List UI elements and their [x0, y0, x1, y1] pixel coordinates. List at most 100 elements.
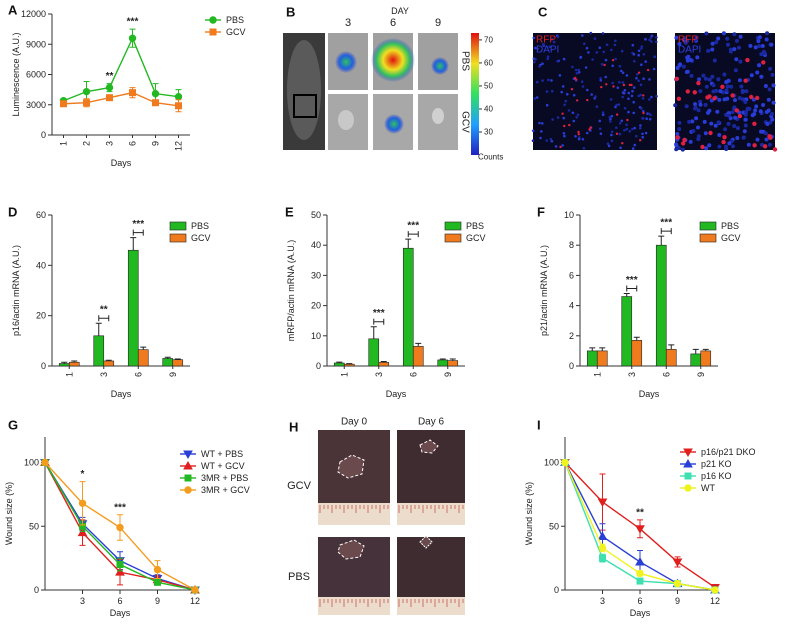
y-tick-label: 40 [311, 240, 321, 250]
nucleus [566, 92, 569, 96]
data-point [78, 499, 87, 507]
error-bar [346, 363, 353, 365]
significance-label: *** [626, 275, 638, 286]
nucleus [590, 93, 593, 96]
y-tick-label: 10 [564, 210, 574, 220]
x-axis-label: Days [110, 608, 131, 618]
nucleus [581, 138, 585, 141]
significance-label: ** [106, 71, 114, 82]
nucleus [618, 132, 622, 136]
legend-label: 3MR + GCV [201, 485, 250, 495]
nucleus [698, 102, 703, 107]
rfp-cell [761, 60, 766, 65]
nucleus [675, 132, 680, 136]
nucleus [741, 135, 746, 140]
y-tick-label: 50 [549, 521, 559, 531]
nucleus [617, 103, 621, 106]
nucleus [635, 76, 638, 80]
nucleus [577, 68, 581, 72]
nucleus [701, 73, 706, 78]
nucleus [632, 53, 636, 56]
rfp-cell [772, 147, 778, 152]
x-tick-label: 6 [408, 372, 418, 377]
nucleus [694, 116, 699, 121]
nucleus [576, 113, 580, 117]
legend-label: p16/p21 DKO [701, 447, 756, 457]
nucleus [766, 108, 771, 113]
ruler [318, 597, 390, 615]
nucleus [538, 121, 541, 125]
y-tick-label: 3000 [26, 100, 46, 110]
y-tick-label: 2 [569, 331, 574, 341]
panel-c-images [531, 31, 778, 152]
nucleus [710, 47, 715, 52]
nucleus [607, 144, 611, 148]
nucleus [545, 90, 549, 93]
nucleus [690, 119, 695, 124]
nucleus [621, 81, 625, 84]
nucleus [680, 147, 685, 152]
nucleus [751, 97, 756, 102]
nucleus [689, 73, 694, 78]
nucleus [713, 123, 718, 128]
nucleus [726, 42, 730, 47]
nucleus [710, 41, 715, 46]
nucleus [541, 122, 544, 125]
x-tick-label: 3 [105, 141, 115, 146]
panel-letter: E [285, 205, 294, 220]
legend-swatch [169, 233, 187, 243]
nucleus [548, 45, 552, 48]
nucleus [735, 38, 739, 43]
ruler [397, 597, 465, 615]
x-tick-label: 1 [64, 372, 74, 377]
nucleus [755, 137, 760, 142]
nucleus [761, 49, 766, 54]
nucleus [614, 105, 617, 109]
nucleus [598, 119, 601, 123]
nucleus [735, 126, 740, 131]
nucleus [639, 126, 642, 130]
panel-letter: F [537, 205, 545, 220]
nucleus [552, 40, 556, 44]
nucleus [674, 35, 679, 40]
nucleus [739, 84, 744, 89]
nucleus [615, 103, 618, 107]
nucleus [582, 147, 586, 150]
x-tick-label: 9 [696, 372, 706, 377]
data-point [711, 586, 719, 594]
nucleus [743, 100, 748, 104]
colorbar [471, 33, 479, 155]
bar [412, 346, 424, 367]
legend-marker [209, 28, 217, 36]
rfp-cell [603, 63, 606, 67]
nucleus [563, 134, 566, 138]
y-tick-label: 6 [569, 270, 574, 280]
nucleus [561, 85, 565, 88]
error-bar [130, 237, 137, 251]
legend-marker [209, 16, 217, 24]
nucleus [764, 137, 769, 142]
bar [437, 359, 449, 367]
rfp-cell [642, 94, 645, 97]
rfp-cell [681, 141, 686, 146]
rfp-cell [589, 126, 592, 129]
data-point [598, 544, 607, 552]
nucleus [581, 34, 584, 37]
nucleus [740, 90, 745, 95]
y-tick-label: 0 [34, 585, 39, 595]
rfp-cell [734, 108, 739, 113]
nucleus [644, 60, 647, 63]
nucleus [631, 89, 634, 93]
legend-marker [184, 486, 192, 494]
data-point [115, 567, 125, 576]
roi-box [293, 94, 317, 118]
ruler [318, 503, 390, 525]
channel-label: RFP [536, 35, 556, 46]
nucleus [650, 40, 653, 43]
bar [127, 249, 139, 367]
rfp-cell [628, 83, 631, 87]
rfp-cell [720, 84, 725, 90]
data-point [672, 558, 683, 567]
nucleus [560, 90, 563, 94]
